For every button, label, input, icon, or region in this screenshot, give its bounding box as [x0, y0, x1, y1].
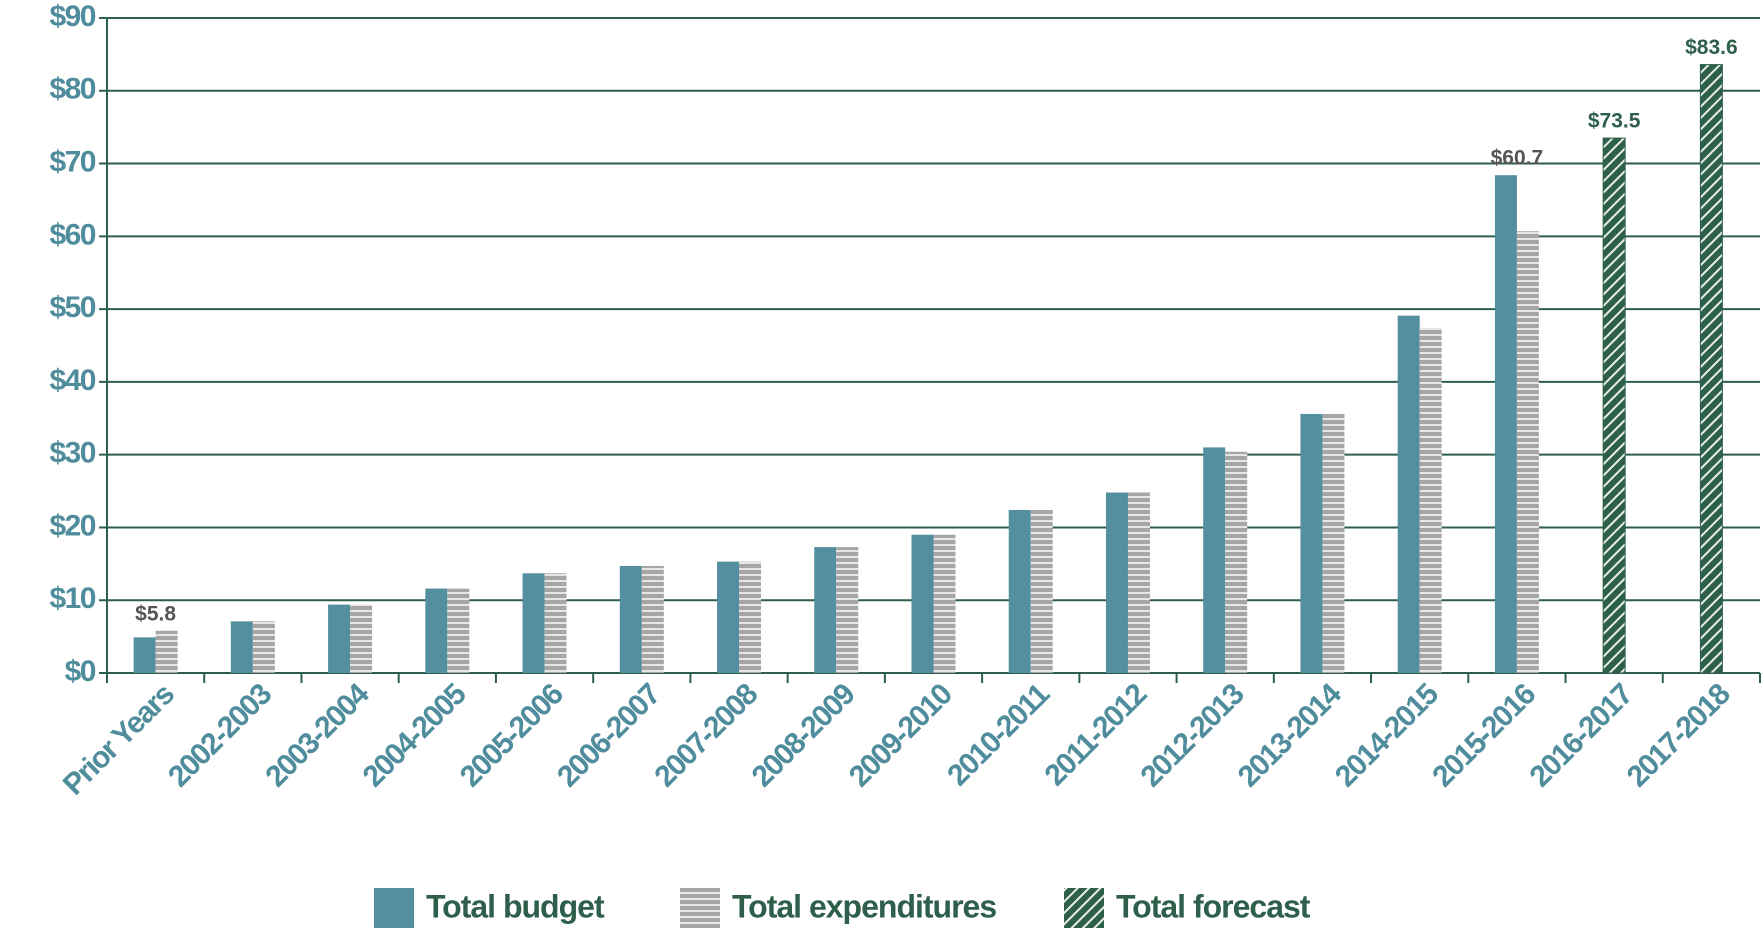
bar — [1030, 509, 1053, 673]
legend-swatch — [374, 888, 414, 928]
x-tick-label-group: 2006-2007 — [551, 678, 667, 794]
bar — [1225, 451, 1248, 673]
bar — [1008, 509, 1031, 673]
y-tick-label: $20 — [49, 509, 95, 542]
x-tick-label-group: 2009-2010 — [843, 678, 959, 794]
y-tick-label: $90 — [49, 0, 95, 33]
legend-swatch — [680, 888, 720, 928]
bar — [1419, 328, 1442, 673]
bar — [1300, 413, 1323, 673]
bar — [328, 604, 351, 673]
bar — [1699, 64, 1723, 674]
x-tick-label-group: 2002-2003 — [162, 678, 278, 794]
bar — [522, 573, 545, 673]
legend-label: Total budget — [426, 888, 605, 924]
bar — [230, 621, 253, 673]
bar — [911, 534, 934, 673]
x-tick-label: 2003-2004 — [259, 677, 376, 794]
bar — [1602, 137, 1626, 674]
x-tick-label-group: 2003-2004 — [259, 677, 376, 794]
bar — [155, 630, 178, 673]
bar — [619, 566, 642, 673]
bar — [1397, 315, 1420, 673]
value-label: $83.6 — [1685, 36, 1738, 59]
bar — [933, 534, 956, 673]
bar — [1203, 447, 1226, 673]
x-tick-label: 2002-2003 — [162, 678, 278, 794]
x-tick-label: 2006-2007 — [551, 678, 667, 794]
y-tick-label: $10 — [49, 582, 95, 615]
x-tick-label: 2009-2010 — [843, 678, 959, 794]
x-tick-label: 2008-2009 — [746, 678, 862, 794]
y-tick-label: $30 — [49, 437, 95, 470]
value-label: $60.7 — [1491, 147, 1544, 170]
x-tick-label: 2015-2016 — [1426, 678, 1542, 794]
x-tick-label-group: 2011-2012 — [1038, 678, 1153, 793]
y-tick-label: $50 — [49, 291, 95, 324]
value-label: $73.5 — [1588, 110, 1641, 133]
bar — [717, 561, 740, 673]
bar — [814, 547, 837, 673]
x-tick-label-group: Prior Years — [57, 678, 181, 802]
bar — [641, 566, 664, 673]
y-tick-label: $80 — [49, 73, 95, 106]
x-tick-label-group: 2010-2011 — [941, 678, 1056, 793]
y-tick-label: $60 — [49, 218, 95, 251]
x-tick-label: 2004-2005 — [357, 678, 473, 794]
x-tick-label-group: 2017-2018 — [1621, 678, 1737, 794]
bar — [1322, 413, 1345, 673]
bar — [447, 588, 470, 673]
x-tick-label-group: 2007-2008 — [648, 678, 764, 794]
value-label: $5.8 — [135, 602, 176, 625]
x-tick-label: Prior Years — [57, 678, 181, 802]
x-tick-label: 2013-2014 — [1232, 677, 1349, 794]
bar — [425, 588, 448, 673]
legend-swatch — [1064, 888, 1104, 928]
bar — [544, 573, 567, 673]
x-tick-label: 2017-2018 — [1621, 678, 1737, 794]
bar — [1105, 492, 1128, 673]
x-tick-label: 2012-2013 — [1135, 678, 1251, 794]
x-tick-label-group: 2016-2017 — [1523, 678, 1639, 794]
bar — [1494, 175, 1517, 673]
legend-label: Total forecast — [1116, 888, 1311, 924]
x-tick-label-group: 2015-2016 — [1426, 678, 1542, 794]
x-tick-label-group: 2008-2009 — [746, 678, 862, 794]
x-tick-label-group: 2013-2014 — [1232, 677, 1349, 794]
bar — [350, 604, 373, 673]
bar — [836, 547, 859, 673]
legend-label: Total expenditures — [732, 888, 996, 924]
y-tick-label: $70 — [49, 145, 95, 178]
bar — [1127, 492, 1150, 673]
x-tick-label: 2005-2006 — [454, 678, 570, 794]
bar — [133, 637, 156, 673]
bar — [252, 621, 275, 673]
x-tick-label: 2010-2011 — [941, 678, 1056, 793]
y-tick-label: $0 — [65, 655, 96, 688]
x-tick-label: 2011-2012 — [1038, 678, 1153, 793]
x-tick-label-group: 2005-2006 — [454, 678, 570, 794]
x-tick-label: 2014-2015 — [1329, 678, 1445, 794]
x-tick-label-group: 2014-2015 — [1329, 678, 1445, 794]
x-tick-label-group: 2004-2005 — [357, 678, 473, 794]
bar — [739, 561, 762, 673]
x-tick-label: 2007-2008 — [648, 678, 764, 794]
bar — [1516, 231, 1539, 673]
x-tick-label-group: 2012-2013 — [1135, 678, 1251, 794]
y-tick-label: $40 — [49, 364, 95, 397]
x-tick-label: 2016-2017 — [1523, 678, 1639, 794]
